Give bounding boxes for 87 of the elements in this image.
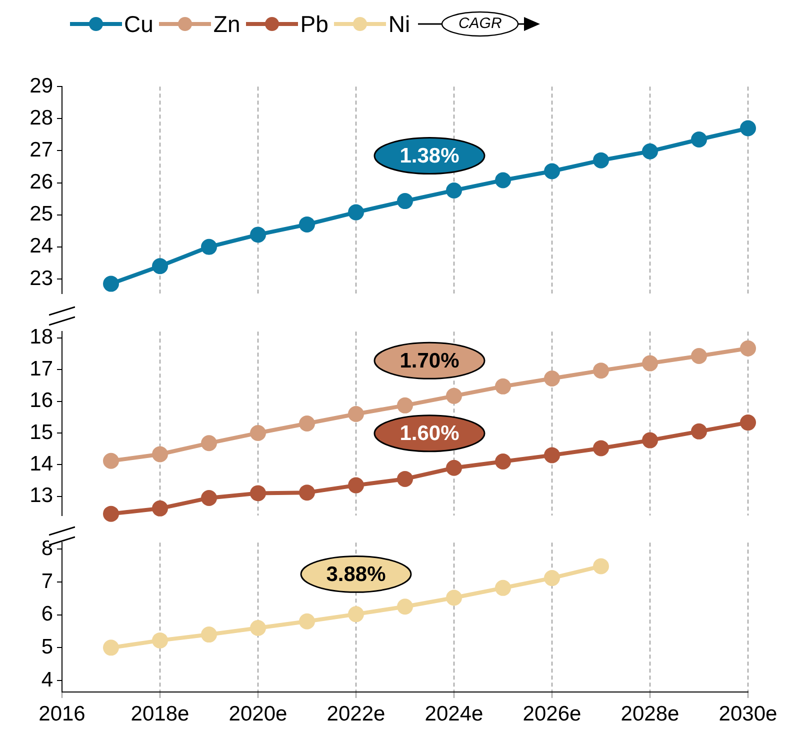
y-tick-label: 17 xyxy=(30,357,53,380)
y-tick-label: 27 xyxy=(30,138,53,162)
point xyxy=(446,460,462,476)
y-tick-label: 4 xyxy=(41,668,54,692)
point xyxy=(397,397,413,414)
point xyxy=(495,378,511,394)
x-tick-label: 2016 xyxy=(38,702,86,726)
point xyxy=(740,120,756,136)
point xyxy=(103,506,119,522)
point xyxy=(691,423,707,440)
point xyxy=(299,613,315,630)
y-tick-label: 24 xyxy=(30,234,54,258)
y-tick-label: 25 xyxy=(30,202,53,226)
annotation: 1.38% xyxy=(400,144,460,168)
point xyxy=(348,477,364,494)
point xyxy=(103,452,119,469)
point xyxy=(348,204,364,220)
x-tick-label: 2026e xyxy=(522,702,582,726)
point xyxy=(593,362,609,379)
point xyxy=(103,640,119,656)
point xyxy=(544,163,560,180)
annotation: 1.70% xyxy=(400,349,460,372)
point xyxy=(740,340,756,356)
point xyxy=(593,558,609,574)
legend-label: Cu xyxy=(124,10,154,38)
y-tick-label: 14 xyxy=(30,452,54,476)
point xyxy=(397,470,413,487)
point xyxy=(446,590,462,606)
x-tick-label: 2030e xyxy=(718,702,778,726)
point xyxy=(495,580,511,596)
point xyxy=(201,238,217,255)
legend-label: Pb xyxy=(300,10,328,38)
point xyxy=(250,620,266,636)
point xyxy=(250,485,266,502)
y-tick-label: 6 xyxy=(41,602,53,626)
point xyxy=(593,440,609,456)
point xyxy=(544,570,560,586)
point xyxy=(103,276,119,292)
annotation: 3.88% xyxy=(326,562,386,586)
y-tick-label: 28 xyxy=(30,106,53,130)
point xyxy=(642,143,658,160)
point xyxy=(691,132,707,148)
point xyxy=(299,416,315,432)
x-tick-label: 2020e xyxy=(228,702,288,726)
y-tick-label: 5 xyxy=(41,635,53,658)
point xyxy=(544,447,560,464)
point xyxy=(446,182,462,198)
point xyxy=(152,500,168,516)
point xyxy=(299,216,315,232)
y-tick-label: 16 xyxy=(30,389,53,412)
legend-label: Zn xyxy=(213,10,240,38)
y-tick-label: 23 xyxy=(30,266,53,290)
y-tick-label: 7 xyxy=(41,570,53,593)
point xyxy=(397,193,413,210)
point xyxy=(642,355,658,372)
text: CAGR xyxy=(457,15,503,32)
point xyxy=(348,406,364,422)
point xyxy=(740,414,756,431)
point xyxy=(201,490,217,506)
point xyxy=(446,388,462,404)
point xyxy=(152,446,168,462)
point xyxy=(642,432,658,448)
point xyxy=(544,370,560,386)
point xyxy=(152,258,168,274)
point xyxy=(495,172,511,188)
legend-label: Ni xyxy=(388,10,410,38)
y-tick-label: 29 xyxy=(30,74,53,98)
x-tick-label: 2022e xyxy=(326,702,386,726)
point xyxy=(348,606,364,622)
x-tick-label: 2024e xyxy=(424,702,484,726)
point xyxy=(201,435,217,452)
annotation: 1.60% xyxy=(400,422,460,446)
point xyxy=(495,454,511,470)
y-tick-label: 15 xyxy=(30,420,53,444)
point xyxy=(299,484,315,501)
point xyxy=(152,632,168,648)
x-tick-label: 2028e xyxy=(620,702,680,726)
point xyxy=(250,226,266,243)
y-tick-label: 18 xyxy=(30,326,53,349)
point xyxy=(691,348,707,364)
point xyxy=(593,152,609,168)
y-tick-label: 13 xyxy=(30,484,53,508)
y-tick-label: 26 xyxy=(30,170,53,194)
point xyxy=(201,626,217,643)
point xyxy=(397,598,413,615)
x-tick-label: 2018e xyxy=(130,702,190,726)
point xyxy=(250,425,266,442)
